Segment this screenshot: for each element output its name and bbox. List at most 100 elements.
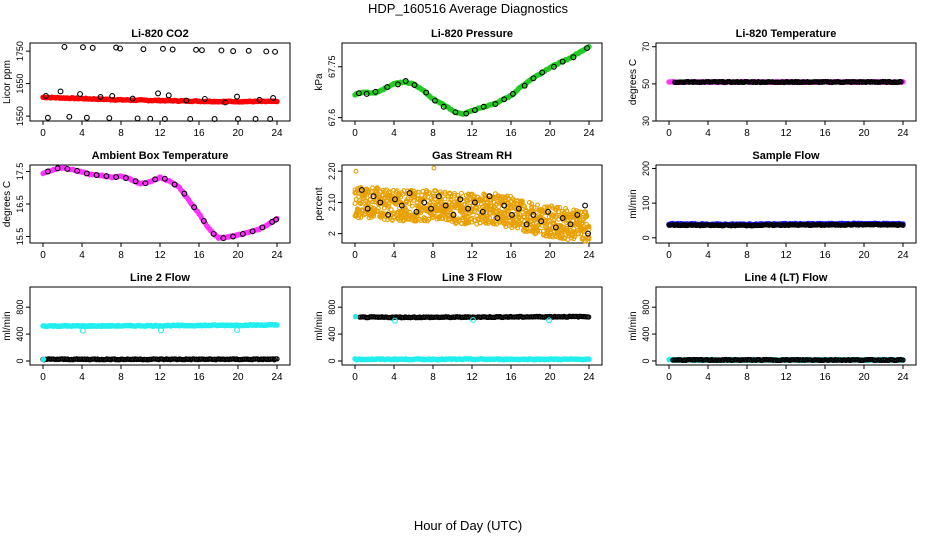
x-tick-label: 0: [40, 128, 46, 139]
data-point: [364, 205, 371, 212]
data-point: [80, 327, 86, 334]
data-point: [406, 190, 413, 197]
data-point: [431, 165, 437, 171]
data-point: [582, 202, 589, 209]
data-point: [406, 200, 412, 206]
x-tick-label: 24: [583, 128, 595, 139]
data-point: [552, 224, 559, 231]
data-point: [450, 211, 457, 218]
x-tick-label: 0: [352, 128, 358, 139]
data-point: [435, 193, 442, 200]
data-point: [272, 48, 278, 55]
data-point: [531, 205, 537, 211]
x-axis-caption: Hour of Day (UTC): [413, 518, 523, 533]
panel-title-line-3-flow: Line 3 Flow: [442, 272, 502, 284]
x-tick-label: 12: [780, 372, 792, 383]
data-point: [469, 208, 475, 214]
data-point: [392, 317, 398, 324]
data-point: [380, 211, 386, 217]
data-point: [394, 188, 400, 194]
data-point: [551, 217, 557, 223]
data-point: [465, 205, 472, 212]
data-point: [198, 47, 205, 54]
data-point: [478, 201, 484, 207]
data-point: [521, 203, 526, 208]
data-point: [437, 195, 443, 201]
data-point: [505, 208, 511, 214]
y-tick-label: 0: [641, 358, 651, 363]
y-tick-label: 0: [15, 358, 25, 363]
x-tick-label: 8: [430, 128, 436, 139]
y-tick-label: 0: [641, 235, 651, 240]
series-line-2-flow-0: [40, 321, 280, 330]
y-axis-label-sample-flow: ml/min: [628, 189, 639, 218]
data-point: [388, 207, 394, 213]
y-tick-label: 17.5: [15, 163, 25, 181]
data-point: [201, 95, 208, 102]
data-point: [459, 190, 464, 196]
data-point: [442, 191, 448, 197]
data-point: [494, 201, 500, 207]
data-point: [200, 217, 207, 224]
x-tick-label: 20: [544, 250, 556, 261]
data-point: [193, 46, 200, 53]
y-axis-label-line-3-flow: ml/min: [314, 311, 325, 340]
data-point: [448, 197, 454, 203]
data-point: [900, 222, 906, 228]
data-point: [373, 189, 379, 195]
data-point: [384, 187, 390, 193]
data-point: [452, 109, 459, 116]
y-tick-label: 400: [641, 327, 651, 342]
data-point: [273, 216, 279, 223]
data-point: [134, 115, 141, 122]
data-point: [491, 204, 497, 210]
series-gas-stream-rh-1: [358, 187, 591, 237]
series-line-4-lt-flow-1: [670, 356, 906, 364]
x-tick-label: 20: [858, 250, 870, 261]
y-tick-label: 800: [15, 300, 25, 315]
series-line-3-flow-1: [392, 316, 552, 324]
data-point: [140, 46, 147, 53]
x-tick-label: 24: [897, 372, 909, 383]
data-point: [40, 356, 47, 362]
data-point: [442, 189, 448, 195]
x-tick-label: 24: [897, 128, 909, 139]
data-point: [386, 203, 392, 209]
data-point: [563, 205, 569, 211]
y-tick-label: 400: [15, 327, 25, 342]
data-point: [249, 228, 256, 235]
page-title: HDP_160516 Average Diagnostics: [368, 1, 568, 16]
data-point: [510, 90, 516, 97]
data-point: [113, 44, 120, 51]
data-point: [222, 99, 229, 106]
data-point: [898, 79, 904, 85]
data-point: [420, 196, 426, 202]
data-point: [404, 207, 409, 213]
data-point: [230, 233, 237, 240]
data-point: [545, 208, 551, 215]
series-line-2-flow-2: [40, 356, 280, 363]
data-point: [428, 205, 434, 212]
data-point: [384, 84, 391, 91]
y-axis-label-li-820-temperature: degrees C: [628, 59, 639, 105]
y-axis-label-ambient-box-temperature: degrees C: [2, 181, 13, 227]
x-tick-label: 0: [666, 372, 672, 383]
data-point: [474, 205, 480, 211]
y-tick-label: 400: [327, 327, 337, 342]
data-point: [538, 218, 545, 225]
data-point: [363, 90, 370, 97]
data-point: [256, 96, 263, 103]
y-tick-label: 1750: [15, 41, 25, 61]
data-point: [455, 193, 461, 198]
x-tick-label: 0: [40, 250, 46, 261]
x-tick-label: 16: [193, 372, 205, 383]
x-tick-label: 16: [819, 250, 831, 261]
panel-title-li-820-pressure: Li-820 Pressure: [431, 28, 513, 40]
plot-frame-line-3-flow: [341, 286, 603, 366]
x-tick-label: 12: [466, 128, 478, 139]
series-li-820-pressure-0: [352, 43, 592, 117]
panel-title-ambient-box-temperature: Ambient Box Temperature: [92, 150, 229, 162]
